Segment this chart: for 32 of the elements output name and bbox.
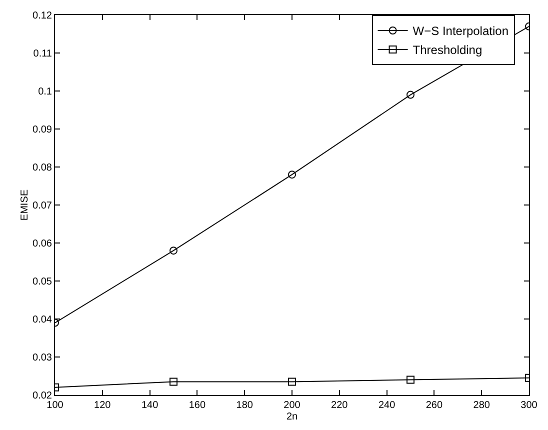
x-tick-label: 280	[473, 400, 490, 411]
y-tick-label: 0.02	[32, 390, 52, 402]
point	[288, 170, 296, 179]
x-tick-label: 220	[331, 400, 348, 411]
y-tick-label: 0.03	[32, 352, 52, 364]
x-tick-label: 160	[188, 400, 206, 411]
x-tick-label: 120	[94, 400, 112, 411]
x-tick-label: 240	[378, 400, 396, 411]
y-axis-title: EMISE	[20, 189, 31, 221]
x-axis-title: 2n	[286, 412, 298, 422]
x-tick-label: 200	[284, 400, 301, 411]
x-tick-label: 180	[236, 400, 254, 411]
legend-label: W−S Interpolation	[412, 24, 508, 38]
point	[406, 90, 414, 99]
y-tick-label: 0.12	[32, 10, 52, 22]
y-tick-label: 0.04	[32, 314, 52, 326]
x-tick-label: 260	[426, 400, 443, 411]
y-tick-label: 0.11	[33, 48, 52, 60]
point	[406, 376, 414, 384]
y-tick-label: 0.1	[38, 86, 52, 98]
y-tick-label: 0.07	[32, 200, 52, 212]
point	[288, 378, 296, 386]
point	[170, 246, 178, 255]
y-tick-label: 0.09	[32, 124, 52, 136]
y-tick-label: 0.06	[32, 238, 52, 250]
x-tick-label: 100	[46, 400, 64, 411]
y-tick-label: 0.08	[32, 162, 52, 174]
x-tick-label: 300	[520, 400, 538, 411]
point	[170, 378, 178, 386]
x-tick-label: 140	[141, 400, 159, 411]
legend-label: Thresholding	[412, 43, 482, 58]
y-tick-label: 0.05	[32, 276, 52, 288]
